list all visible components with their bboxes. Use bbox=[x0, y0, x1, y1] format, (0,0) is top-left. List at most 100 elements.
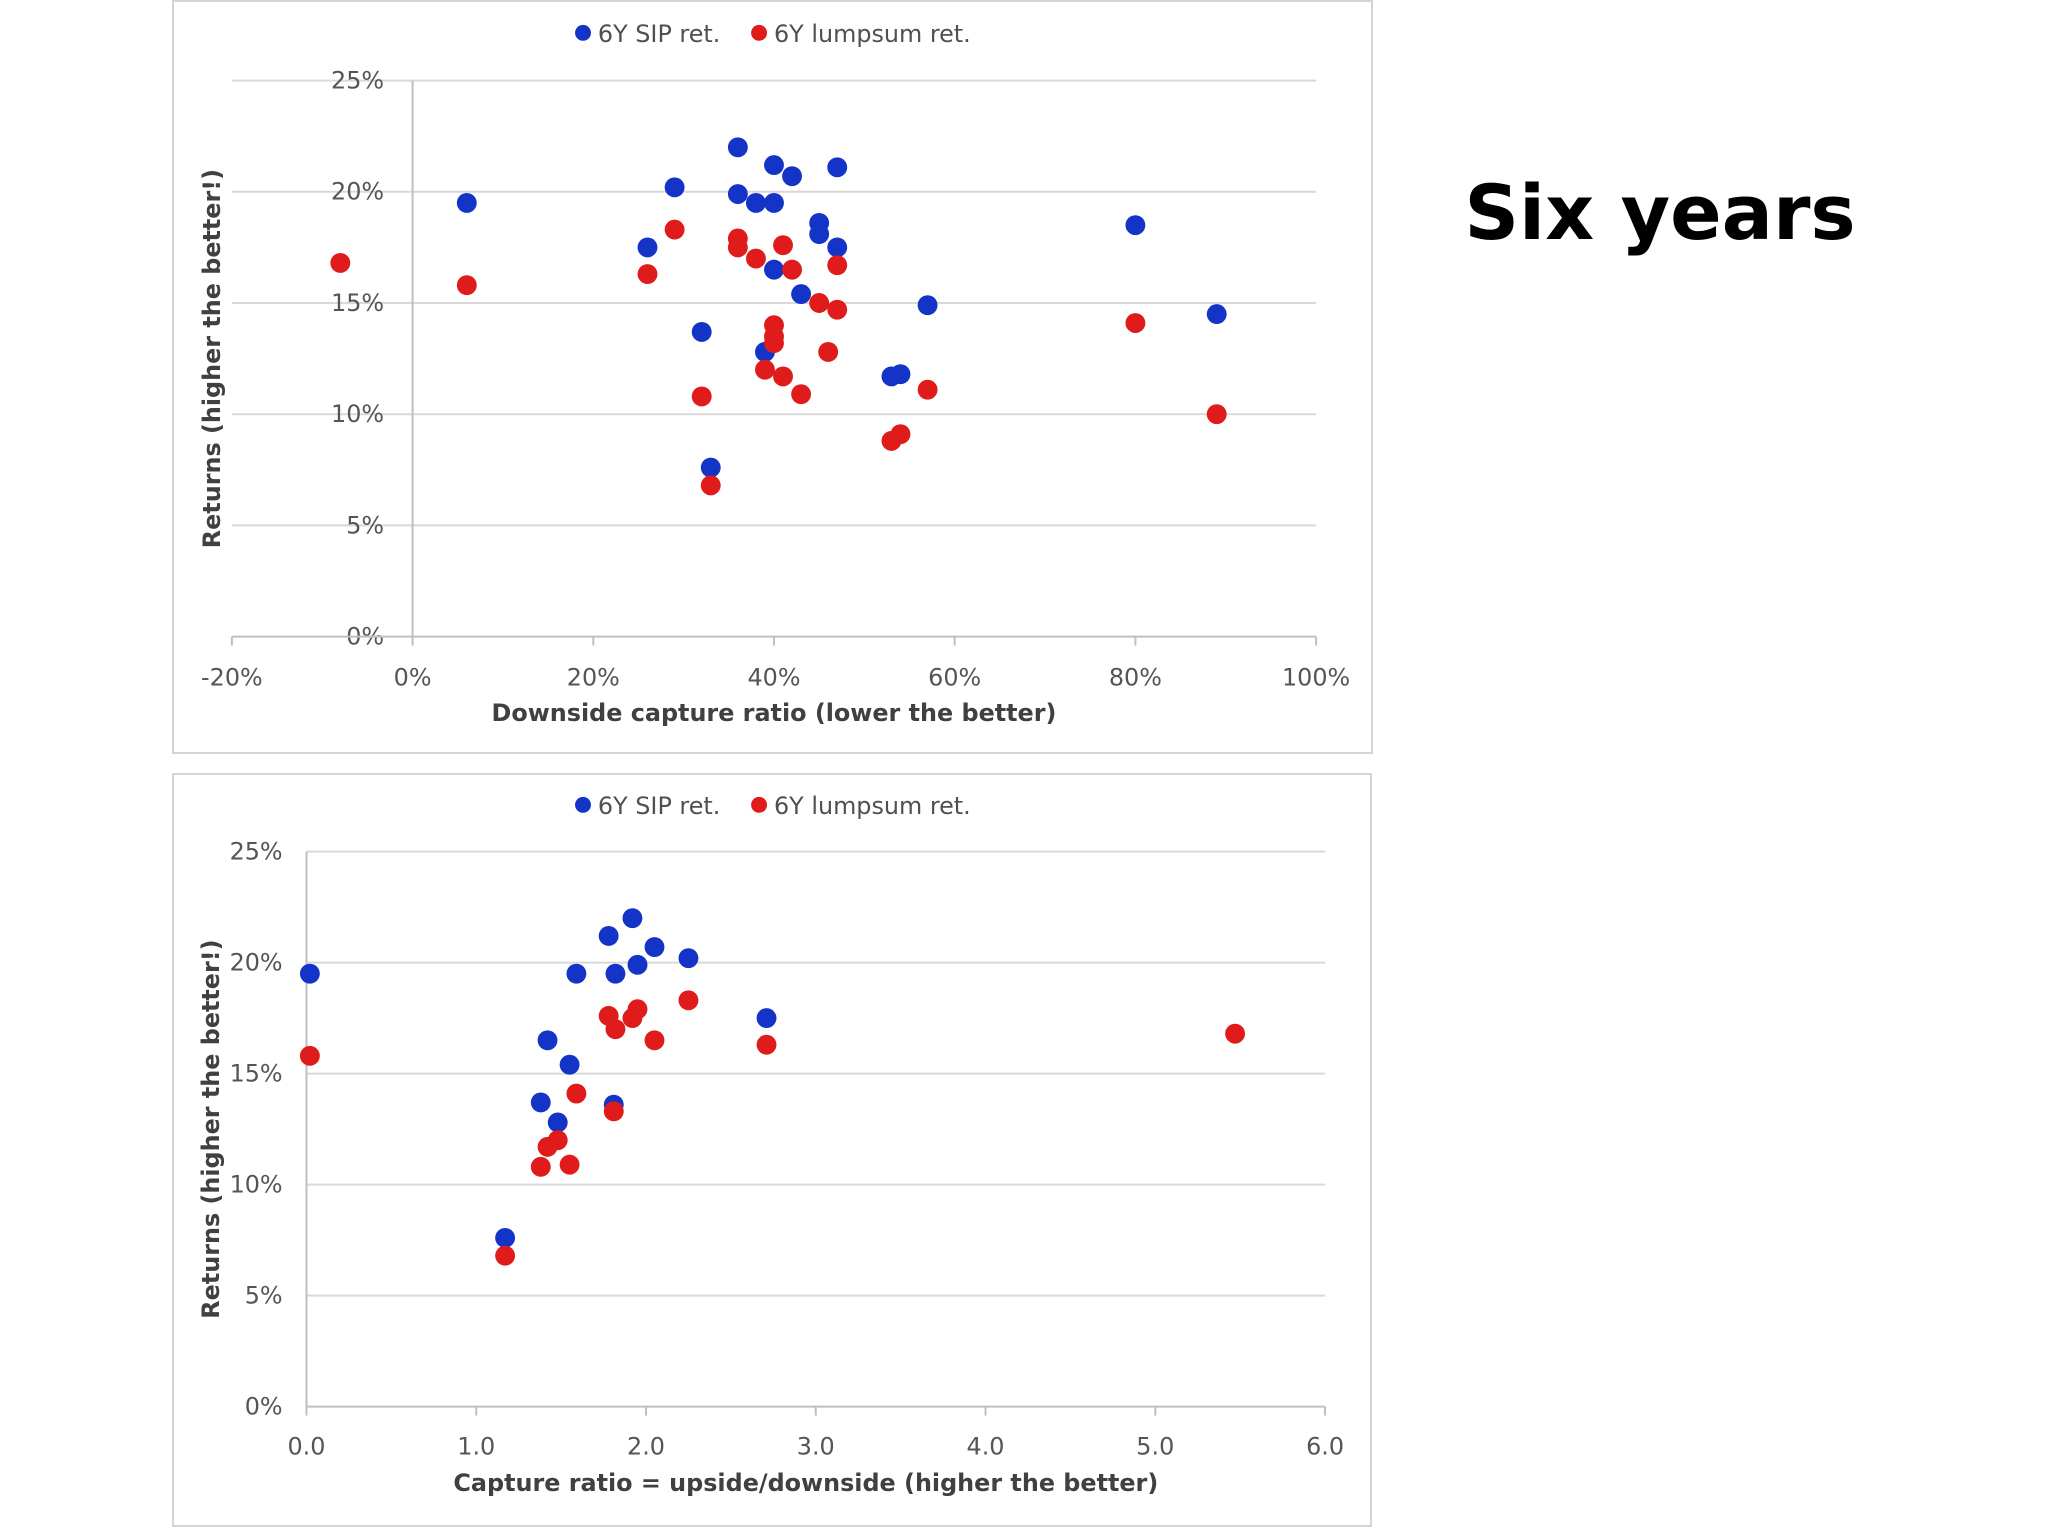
data-point bbox=[890, 424, 911, 445]
series-lumpsum bbox=[299, 990, 1246, 1266]
data-point bbox=[727, 184, 748, 204]
data-point bbox=[547, 1130, 568, 1151]
data-point bbox=[827, 255, 848, 276]
data-point bbox=[691, 321, 712, 342]
data-point bbox=[809, 293, 830, 313]
y-tick-label: 15% bbox=[230, 1060, 283, 1088]
y-tick-label: 10% bbox=[331, 400, 384, 428]
data-point bbox=[547, 1112, 568, 1133]
data-point bbox=[644, 937, 665, 958]
legend-marker bbox=[751, 24, 768, 41]
data-point bbox=[664, 219, 685, 240]
x-axis-title: Downside capture ratio (lower the better… bbox=[492, 699, 1057, 727]
data-point bbox=[1225, 1023, 1246, 1044]
x-tick-label: 20% bbox=[567, 663, 620, 691]
x-tick-label: 6.0 bbox=[1306, 1432, 1344, 1460]
data-point bbox=[559, 1054, 580, 1075]
data-point bbox=[727, 137, 748, 158]
data-point bbox=[605, 963, 626, 984]
legend-label: 6Y lumpsum ret. bbox=[774, 20, 971, 48]
chart-panel-capture-ratio: 0% 5% 10% 15% 20% 25% 0.0 1.0 2.0 3.0 4.0 5.0 6.0 Cap… bbox=[172, 773, 1372, 1527]
data-point bbox=[782, 166, 803, 187]
data-point bbox=[917, 295, 938, 316]
x-tick-label: -20% bbox=[201, 663, 263, 691]
x-tick-label: 60% bbox=[928, 663, 981, 691]
data-point bbox=[809, 212, 830, 233]
data-point bbox=[637, 264, 658, 285]
data-point bbox=[890, 364, 911, 385]
data-point bbox=[566, 963, 587, 984]
data-point bbox=[299, 963, 320, 984]
data-point bbox=[1125, 313, 1146, 333]
series-sip bbox=[456, 137, 1227, 478]
y-tick-label: 20% bbox=[331, 178, 384, 206]
scatter-chart-downside-capture: 0%5%10%15%20%25%-20% 0% 20% 40% 60% 80% 100%Do… bbox=[198, 20, 1350, 727]
data-point bbox=[456, 275, 477, 296]
data-point bbox=[700, 457, 721, 478]
x-tick-label: 3.0 bbox=[797, 1432, 835, 1460]
data-point bbox=[782, 259, 803, 280]
data-point bbox=[764, 333, 784, 353]
data-point bbox=[495, 1227, 516, 1248]
x-tick-label: 0% bbox=[394, 663, 432, 691]
data-point bbox=[644, 1030, 665, 1051]
data-point bbox=[456, 192, 477, 213]
data-point bbox=[756, 1008, 777, 1029]
data-point bbox=[745, 192, 766, 213]
x-tick-label: 2.0 bbox=[627, 1432, 665, 1460]
data-point bbox=[727, 237, 748, 258]
x-tick-label: 100% bbox=[1282, 663, 1350, 691]
data-point bbox=[756, 1034, 777, 1055]
data-point bbox=[627, 954, 648, 975]
data-point bbox=[330, 253, 351, 273]
y-tick-label: 25% bbox=[331, 67, 384, 95]
data-point bbox=[559, 1154, 580, 1175]
slide-title: Six years bbox=[1464, 168, 1856, 257]
data-point bbox=[1206, 404, 1227, 425]
data-point bbox=[917, 379, 938, 400]
x-tick-label: 1.0 bbox=[457, 1432, 495, 1460]
legend-label: 6Y SIP ret. bbox=[598, 20, 720, 48]
data-point bbox=[755, 359, 775, 380]
x-tick-label: 40% bbox=[747, 663, 800, 691]
y-tick-label: 0% bbox=[245, 1393, 283, 1421]
data-point bbox=[691, 386, 712, 407]
data-point bbox=[818, 341, 839, 362]
data-point bbox=[664, 177, 685, 198]
data-point bbox=[764, 155, 784, 176]
data-point bbox=[1206, 304, 1227, 325]
data-point bbox=[605, 1019, 626, 1040]
data-point bbox=[791, 284, 812, 305]
data-point bbox=[299, 1045, 320, 1066]
data-point bbox=[745, 248, 766, 269]
y-tick-label: 5% bbox=[245, 1282, 283, 1310]
data-point bbox=[530, 1092, 551, 1113]
legend-label: 6Y lumpsum ret. bbox=[774, 792, 971, 820]
y-tick-label: 20% bbox=[230, 949, 283, 977]
data-point bbox=[764, 192, 784, 213]
data-point bbox=[530, 1156, 551, 1177]
series-sip bbox=[299, 908, 777, 1248]
y-tick-label: 5% bbox=[346, 511, 384, 539]
data-point bbox=[537, 1030, 558, 1051]
legend-marker bbox=[751, 796, 768, 813]
data-point bbox=[791, 384, 812, 405]
legend-marker bbox=[575, 796, 591, 813]
data-point bbox=[700, 475, 721, 496]
data-point bbox=[495, 1245, 516, 1266]
x-tick-label: 80% bbox=[1109, 663, 1162, 691]
data-point bbox=[827, 157, 848, 178]
y-tick-label: 10% bbox=[230, 1171, 283, 1199]
data-point bbox=[627, 999, 648, 1020]
data-point bbox=[637, 237, 658, 258]
data-point bbox=[773, 235, 793, 256]
x-axis-title: Capture ratio = upside/downside (higher … bbox=[453, 1469, 1158, 1497]
chart-panel-downside-capture: 0% 5% 10% 15% 20% 25% -20% 0% 20% 40% 60% 80% 100% Do… bbox=[172, 0, 1373, 754]
data-point bbox=[678, 948, 699, 969]
y-axis-title: Returns (higher the better!) bbox=[198, 169, 226, 548]
data-point bbox=[678, 990, 699, 1011]
y-tick-label: 15% bbox=[331, 289, 384, 317]
x-tick-label: 0.0 bbox=[288, 1432, 326, 1460]
y-axis-title: Returns (higher the better!) bbox=[197, 939, 225, 1318]
data-point bbox=[827, 237, 848, 258]
